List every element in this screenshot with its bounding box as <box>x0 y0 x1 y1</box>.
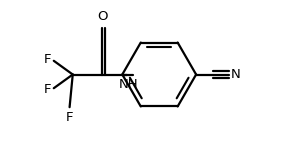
Text: F: F <box>44 83 51 96</box>
Text: F: F <box>66 111 73 124</box>
Text: O: O <box>97 10 107 23</box>
Text: F: F <box>44 53 51 66</box>
Text: N: N <box>231 68 241 81</box>
Text: NH: NH <box>119 78 139 91</box>
